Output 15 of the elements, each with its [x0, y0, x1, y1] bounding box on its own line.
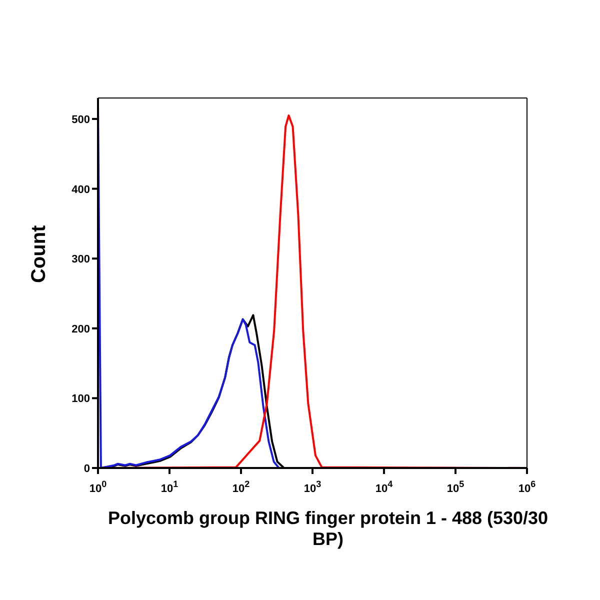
y-tick-label: 400 — [72, 184, 90, 196]
y-tick-label: 200 — [72, 323, 90, 336]
x-tick-label: 10$^{5}$ — [446, 479, 464, 495]
y-axis-title: Count — [28, 224, 50, 283]
x-tick-label: 10$^{1}$ — [160, 479, 178, 495]
x-tick-label: 10$^{2}$ — [232, 479, 250, 495]
y-tick-label: 100 — [72, 393, 90, 406]
x-axis-title: Polycomb group RING finger protein 1 - 488 (530/30 BP) — [106, 508, 550, 550]
x-tick-label: 10$^{0}$ — [89, 479, 107, 495]
y-tick-label: 0 — [84, 463, 90, 475]
x-tick-label: 10$^{3}$ — [304, 479, 322, 495]
y-tick-label: 500 — [72, 114, 90, 126]
y-tick-label: 300 — [72, 254, 90, 266]
x-tick-label: 10$^{4}$ — [375, 479, 393, 495]
x-tick-label: 10$^{6}$ — [518, 479, 536, 495]
